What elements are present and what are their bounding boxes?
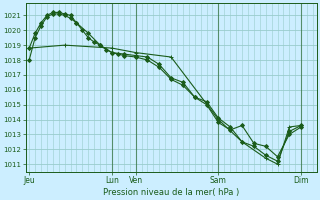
X-axis label: Pression niveau de la mer( hPa ): Pression niveau de la mer( hPa ) xyxy=(103,188,239,197)
